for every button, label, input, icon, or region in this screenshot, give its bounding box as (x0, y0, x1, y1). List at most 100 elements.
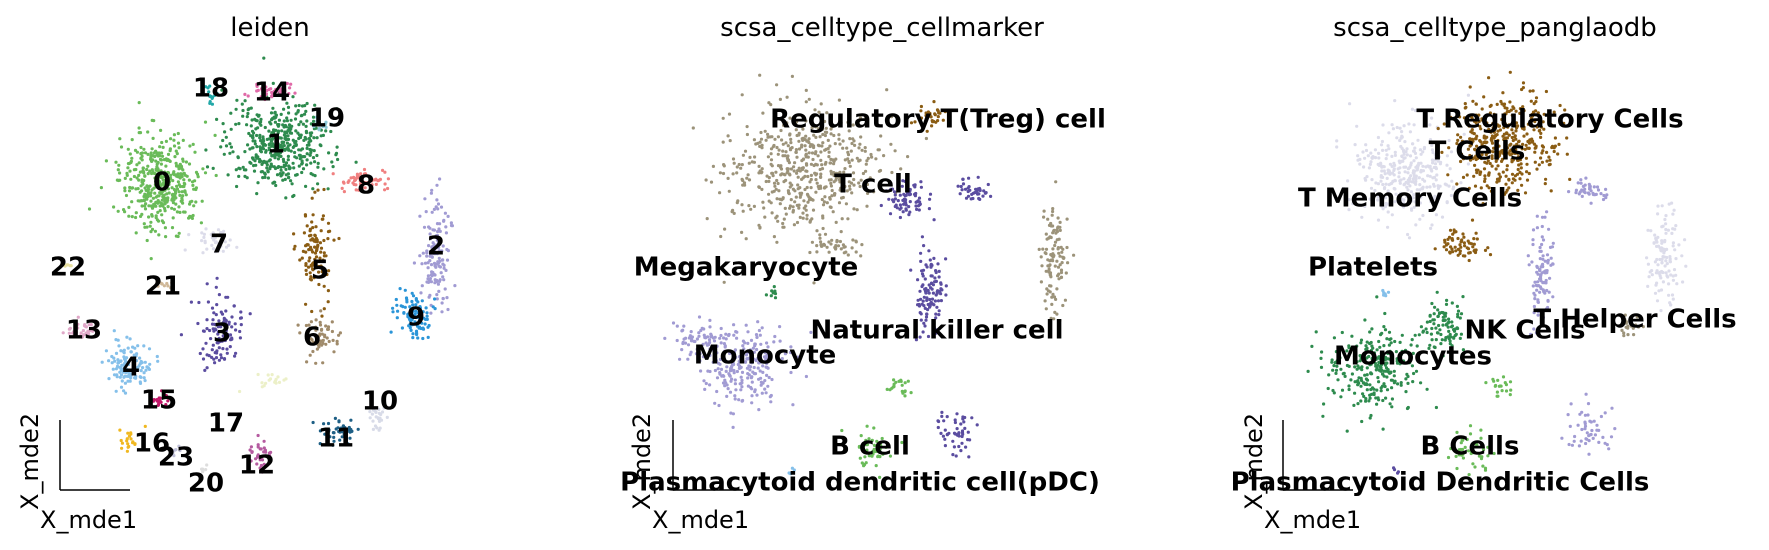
scatter-point (276, 131, 280, 135)
scatter-point (796, 175, 800, 179)
scatter-point (1042, 209, 1046, 213)
scatter-point (271, 181, 275, 185)
scatter-point (72, 334, 77, 338)
scatter-point (373, 409, 377, 413)
scatter-point (418, 254, 422, 258)
scatter-point (228, 345, 232, 349)
scatter-point (1057, 277, 1061, 281)
scatter-point (420, 299, 424, 303)
scatter-point (1667, 282, 1671, 286)
scatter-point (937, 269, 941, 273)
scatter-point (846, 153, 851, 157)
scatter-point (316, 165, 320, 169)
scatter-point (187, 233, 191, 237)
scatter-point (303, 112, 307, 116)
scatter-point (317, 126, 322, 130)
scatter-point (423, 322, 427, 326)
scatter-point (1390, 397, 1394, 401)
cluster-label: 3 (213, 319, 231, 349)
scatter-point (1583, 413, 1587, 417)
scatter-point (211, 166, 215, 170)
scatter-point (801, 211, 805, 215)
scatter-point (296, 131, 300, 135)
scatter-point (237, 174, 241, 178)
scatter-point (815, 181, 819, 185)
scatter-point (704, 381, 708, 386)
scatter-point (203, 120, 208, 124)
scatter-point (312, 276, 316, 280)
scatter-point (1356, 402, 1360, 406)
scatter-point (246, 94, 250, 98)
scatter-point (818, 135, 822, 139)
scatter-point (804, 100, 808, 104)
scatter-point (155, 176, 159, 180)
scatter-point (1041, 247, 1045, 251)
scatter-point (784, 150, 788, 154)
scatter-point (282, 378, 286, 382)
scatter-point (280, 145, 284, 150)
scatter-point (313, 245, 317, 249)
scatter-point (726, 176, 730, 180)
scatter-point (718, 191, 722, 195)
scatter-point (118, 171, 122, 175)
scatter-point (1386, 168, 1390, 172)
scatter-point (189, 300, 193, 304)
scatter-point (1671, 212, 1675, 216)
scatter-point (734, 330, 738, 334)
scatter-point (437, 256, 441, 260)
scatter-point (706, 335, 710, 339)
scatter-point (435, 297, 439, 301)
scatter-point (346, 180, 350, 184)
scatter-point (781, 149, 785, 153)
scatter-point (332, 439, 336, 443)
scatter-point (315, 248, 319, 252)
scatter-point (1072, 253, 1076, 257)
scatter-point (332, 350, 336, 354)
panel-title: scsa_celltype_panglaodb (1333, 13, 1657, 43)
scatter-point (1406, 232, 1410, 237)
scatter-point (255, 84, 259, 88)
scatter-point (438, 229, 442, 233)
scatter-point (1056, 247, 1060, 251)
scatter-point (131, 441, 135, 445)
scatter-point (408, 323, 412, 327)
scatter-point (1531, 139, 1535, 143)
scatter-point (1053, 264, 1057, 268)
scatter-point (960, 434, 964, 439)
cluster-label: 11 (318, 424, 354, 454)
scatter-point (119, 145, 124, 149)
scatter-point (1483, 177, 1487, 181)
scatter-point (1408, 154, 1413, 158)
scatter-point (815, 229, 819, 233)
scatter-point (776, 135, 781, 139)
scatter-point (1471, 245, 1475, 249)
scatter-point (230, 325, 234, 329)
scatter-point (190, 180, 195, 184)
scatter-point (1535, 265, 1539, 269)
scatter-point (1483, 174, 1487, 178)
scatter-point (1383, 311, 1387, 316)
scatter-point (162, 187, 166, 191)
scatter-point (255, 119, 259, 123)
scatter-point (311, 187, 315, 191)
scatter-point (827, 178, 832, 182)
scatter-point (1655, 281, 1659, 285)
scatter-point (1054, 297, 1058, 301)
scatter-point (1044, 232, 1048, 236)
scatter-point (323, 335, 327, 339)
scatter-point (1381, 427, 1385, 431)
scatter-point (1684, 264, 1688, 268)
scatter-point (770, 135, 774, 139)
scatter-point (356, 427, 360, 431)
scatter-point (1449, 325, 1454, 329)
scatter-point (337, 429, 341, 434)
scatter-point (747, 204, 751, 208)
scatter-point (326, 221, 331, 225)
scatter-point (1567, 442, 1571, 447)
scatter-point (761, 200, 765, 204)
scatter-point (145, 238, 149, 243)
scatter-point (270, 94, 274, 98)
scatter-point (817, 144, 821, 148)
scatter-point (279, 112, 283, 116)
scatter-point (268, 134, 273, 138)
